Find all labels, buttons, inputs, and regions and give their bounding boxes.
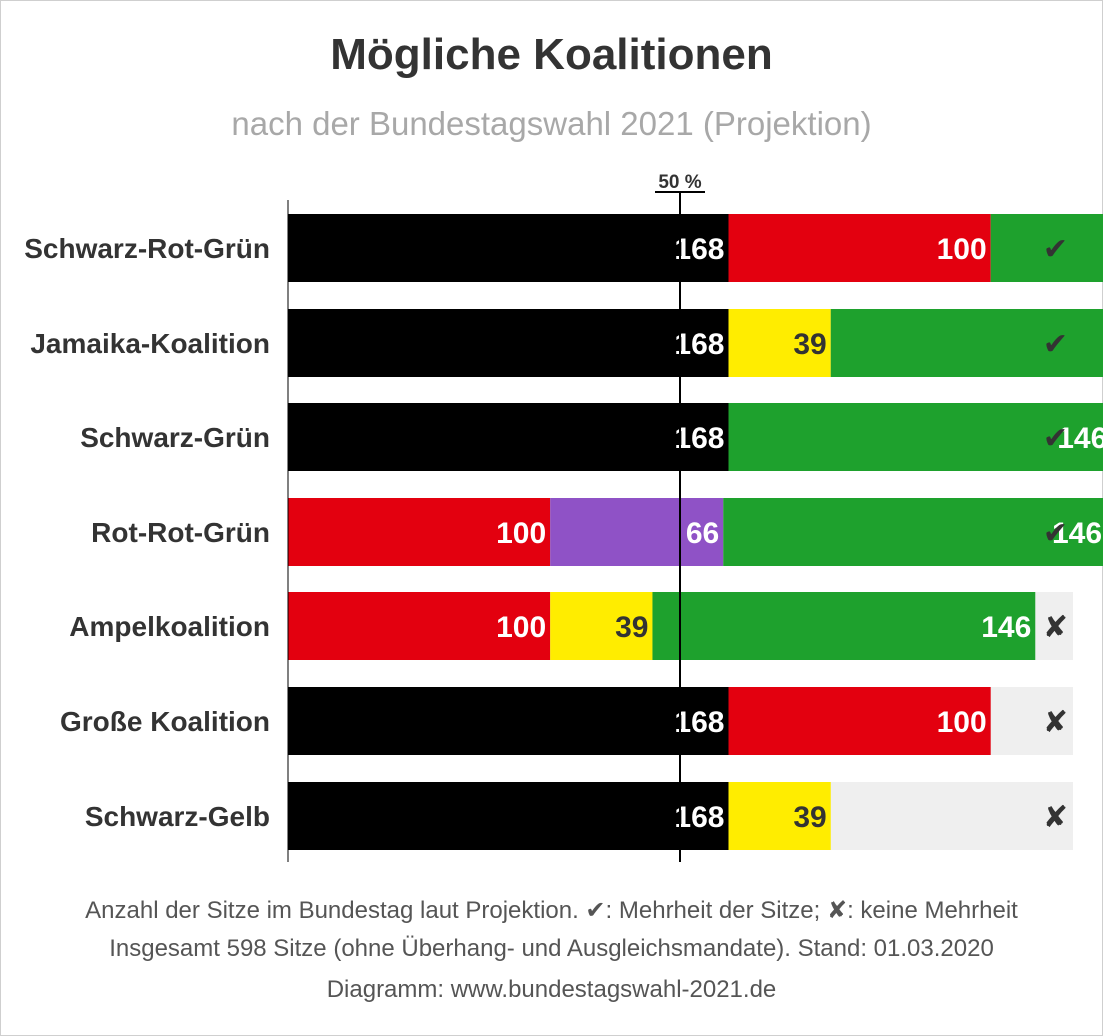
segment-value-label: 168 — [674, 328, 724, 361]
bar-segment — [723, 498, 1103, 566]
bar-segment — [288, 782, 729, 850]
segment-value-label: 100 — [496, 517, 546, 550]
segment-value-label: 39 — [793, 328, 826, 361]
bar-segment — [990, 214, 1103, 282]
majority-check-icon: ✔ — [1043, 421, 1068, 456]
chart-subtitle: nach der Bundestagswahl 2021 (Projektion… — [231, 105, 872, 142]
segment-value-label: 39 — [615, 611, 648, 644]
bar-segment — [288, 498, 551, 566]
bar-segment — [652, 592, 1036, 660]
majority-check-icon: ✔ — [1043, 516, 1068, 551]
category-label: Schwarz-Gelb — [85, 801, 270, 832]
coalition-row: Schwarz-Rot-Grün168100146✔ — [24, 214, 1103, 282]
bar-segment — [550, 498, 724, 566]
bar-segment — [550, 592, 653, 660]
segment-value-label: 168 — [674, 801, 724, 834]
category-label: Rot-Rot-Grün — [91, 517, 270, 548]
no-majority-cross-icon: ✘ — [1043, 610, 1068, 645]
threshold-label: 50 % — [658, 172, 701, 193]
coalition-row: Schwarz-Gelb 168 39 ✘ — [85, 782, 1073, 850]
majority-check-icon: ✔ — [1043, 327, 1068, 362]
majority-check-icon: ✔ — [1043, 232, 1068, 267]
bar-segment — [728, 403, 1103, 471]
segment-value-label: 100 — [937, 706, 987, 739]
bar-segment — [728, 309, 831, 377]
footer-source: Diagramm: www.bundestagswahl-2021.de — [326, 976, 777, 1003]
segment-value-label: 100 — [937, 233, 987, 266]
bar-segment — [728, 214, 991, 282]
coalition-row: Jamaika-Koalition16839146✔ — [30, 309, 1103, 377]
chart-title: Mögliche Koalitionen — [330, 30, 773, 79]
bar-segment — [288, 403, 729, 471]
segment-value-label: 146 — [981, 611, 1031, 644]
coalition-row: Große Koalition 168 100 ✘ — [60, 687, 1073, 755]
segment-value-label: 168 — [674, 233, 724, 266]
category-label: Jamaika-Koalition — [30, 328, 270, 359]
bar-segment — [288, 214, 729, 282]
segment-value-label: 39 — [793, 801, 826, 834]
bar-segment — [288, 687, 729, 755]
bar-segment — [728, 687, 991, 755]
no-majority-cross-icon: ✘ — [1043, 800, 1068, 835]
coalition-row: Schwarz-Grün 168 146✔ — [80, 403, 1103, 471]
category-label: Schwarz-Grün — [80, 422, 270, 453]
segment-value-label: 66 — [686, 517, 719, 550]
footer-total-seats-note: Insgesamt 598 Sitze (ohne Überhang- und … — [109, 935, 994, 962]
category-label: Schwarz-Rot-Grün — [24, 233, 270, 264]
category-label: Große Koalition — [60, 706, 270, 737]
segment-value-label: 168 — [674, 422, 724, 455]
segment-value-label: 146 — [1057, 422, 1103, 455]
coalition-row: Ampelkoalition 100 39 146 ✘ — [69, 592, 1073, 660]
segment-value-label: 168 — [674, 706, 724, 739]
segment-value-label: 146 — [1052, 517, 1102, 550]
footer-legend-note: Anzahl der Sitze im Bundestag laut Proje… — [85, 897, 1018, 924]
segment-value-label: 100 — [496, 611, 546, 644]
bar-segment — [830, 309, 1103, 377]
bar-segment — [288, 309, 729, 377]
bar-segment — [728, 782, 831, 850]
coalition-row: Rot-Rot-Grün 100 66 146✔ — [91, 498, 1103, 566]
category-label: Ampelkoalition — [69, 611, 270, 642]
no-majority-cross-icon: ✘ — [1043, 705, 1068, 740]
bar-segment — [288, 592, 551, 660]
